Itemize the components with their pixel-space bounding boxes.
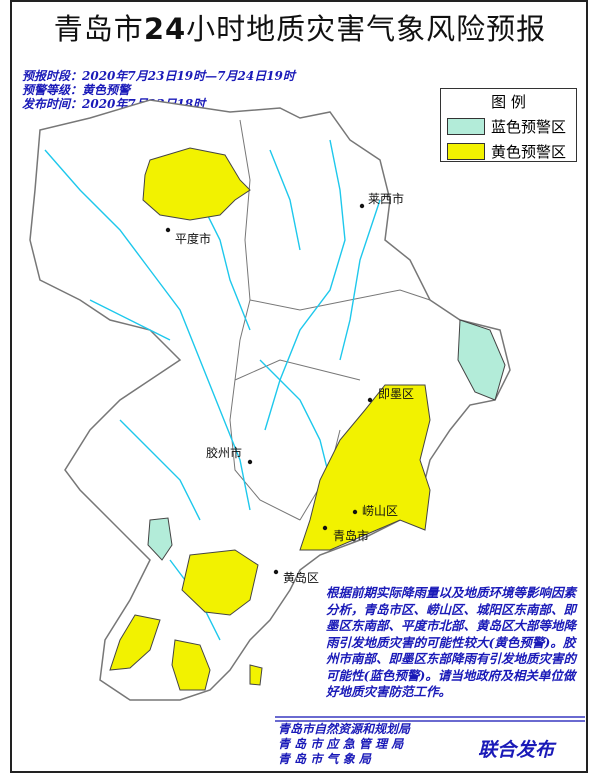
page-title: 青岛市24小时地质灾害气象风险预报 <box>53 12 547 46</box>
forecast-info: 预报时段：2020年7月23日19时—7月24日19时 预警等级：黄色预警 发布… <box>22 69 295 111</box>
legend-item-yellow: 黄色预警区 <box>447 141 576 162</box>
label-qingdao: 青岛市 <box>333 528 369 543</box>
yellow-swatch <box>447 143 485 160</box>
forecast-period: 预报时段：2020年7月23日19时—7月24日19时 <box>22 69 295 83</box>
city-labels: 平度市 莱西市 即墨区 胶州市 崂山区 青岛市 黄岛区 <box>165 191 414 585</box>
label-jimo: 即墨区 <box>378 387 414 401</box>
legend-item-blue: 蓝色预警区 <box>447 116 576 137</box>
map-frame <box>10 0 588 773</box>
qingdao-outline <box>29 99 511 701</box>
issuing-agencies: 青岛市自然资源和规划局 青 岛 市 应 急 管 理 局 青 岛 市 气 象 局 <box>278 722 411 766</box>
joint-release: 联合发布 <box>478 739 555 761</box>
map-legend: 图 例 蓝色预警区 黄色预警区 <box>440 88 577 162</box>
label-huangdao: 黄岛区 <box>283 570 319 585</box>
label-laoshan: 崂山区 <box>362 504 398 518</box>
blue-warning-zones <box>147 319 506 561</box>
divider <box>275 716 585 718</box>
label-pingdu: 平度市 <box>175 231 211 246</box>
legend-title: 图 例 <box>491 93 526 111</box>
forecast-description: 根据前期实际降雨量以及地质环境等影响因素分析，青岛市区、崂山区、城阳区东南部、即… <box>326 585 577 699</box>
divider <box>275 720 585 722</box>
warning-level: 预警等级：黄色预警 <box>22 83 131 97</box>
label-jiaozhou: 胶州市 <box>206 445 242 460</box>
label-laixi: 莱西市 <box>368 191 404 206</box>
yellow-warning-zones <box>109 147 431 691</box>
blue-swatch <box>447 118 485 135</box>
district-borders <box>229 119 431 521</box>
